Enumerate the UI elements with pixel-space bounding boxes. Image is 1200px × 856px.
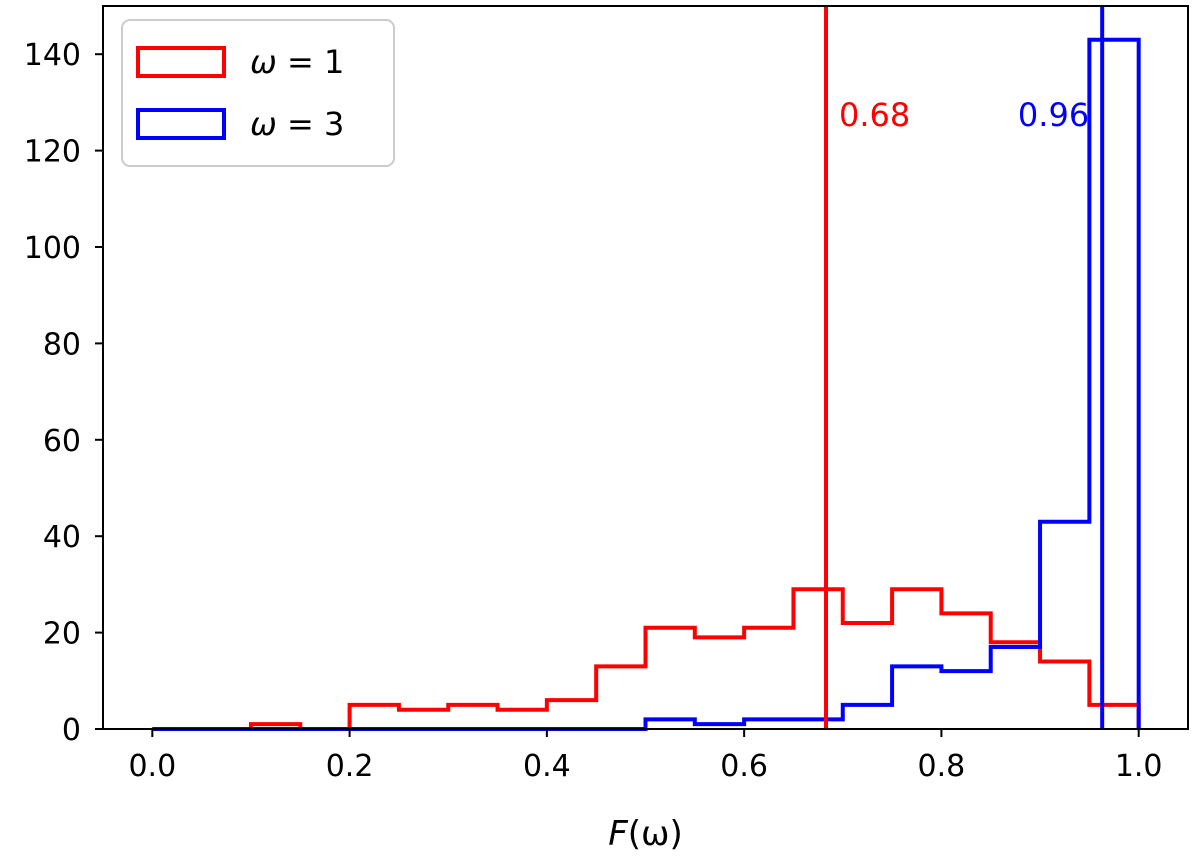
histogram-bin bbox=[991, 647, 1040, 729]
histogram-bin bbox=[843, 623, 892, 729]
y-tick-label: 60 bbox=[43, 424, 81, 459]
y-axis-ticks: 0 20 40 60 80 100 120 140 bbox=[24, 38, 103, 748]
histogram-bin bbox=[941, 671, 990, 729]
legend: ω = 1 ω = 3 bbox=[121, 19, 395, 167]
legend-item: ω = 1 bbox=[136, 43, 344, 81]
y-tick-label: 20 bbox=[43, 617, 81, 652]
histogram-bin bbox=[350, 705, 399, 729]
histogram-bin bbox=[1040, 662, 1089, 729]
histogram-series-1 bbox=[152, 587, 1141, 731]
x-tick-label: 1.0 bbox=[1115, 749, 1163, 784]
x-tick-label: 0.2 bbox=[326, 749, 374, 784]
x-axis-ticks: 0.0 0.2 0.4 0.6 0.8 1.0 bbox=[128, 729, 1163, 784]
histogram-bin bbox=[547, 700, 596, 729]
axes-frame bbox=[102, 5, 1189, 730]
legend-swatch bbox=[136, 108, 226, 140]
marker-label: 0.68 bbox=[839, 96, 910, 134]
histogram-bin bbox=[646, 628, 695, 729]
y-tick-label: 40 bbox=[43, 520, 81, 555]
histogram-bin bbox=[892, 589, 941, 729]
x-tick-label: 0.6 bbox=[720, 749, 768, 784]
legend-label: ω = 1 bbox=[250, 43, 344, 81]
x-tick-label: 0.8 bbox=[918, 749, 966, 784]
histogram-bin bbox=[399, 710, 448, 729]
y-tick-label: 0 bbox=[62, 713, 81, 748]
legend-box bbox=[121, 19, 395, 167]
histogram-bin bbox=[695, 637, 744, 729]
histogram-bin bbox=[498, 710, 547, 729]
histogram-bin bbox=[744, 628, 793, 729]
histogram-bin bbox=[448, 705, 497, 729]
y-tick-label: 120 bbox=[24, 135, 81, 170]
histogram-bin bbox=[892, 666, 941, 729]
histogram-bin bbox=[843, 705, 892, 729]
histogram-bin bbox=[793, 589, 842, 729]
marker-label: 0.96 bbox=[1018, 96, 1089, 134]
y-tick-label: 80 bbox=[43, 327, 81, 362]
x-tick-label: 0.0 bbox=[128, 749, 176, 784]
y-tick-label: 100 bbox=[24, 231, 81, 266]
histogram-bin bbox=[1040, 522, 1089, 729]
x-tick-label: 0.4 bbox=[523, 749, 571, 784]
histogram-bin bbox=[1089, 705, 1138, 729]
legend-item: ω = 3 bbox=[136, 105, 344, 143]
histogram-bin bbox=[991, 642, 1040, 729]
y-tick-label: 140 bbox=[24, 38, 81, 73]
legend-label: ω = 3 bbox=[250, 105, 344, 143]
x-axis-label: F(ω) bbox=[608, 814, 683, 854]
histogram-bin bbox=[1089, 40, 1138, 729]
legend-swatch bbox=[136, 46, 226, 78]
histogram-bin bbox=[596, 666, 645, 729]
histogram-outline bbox=[152, 587, 1141, 731]
marker-lines: 0.68 0.96 bbox=[824, 6, 1105, 729]
